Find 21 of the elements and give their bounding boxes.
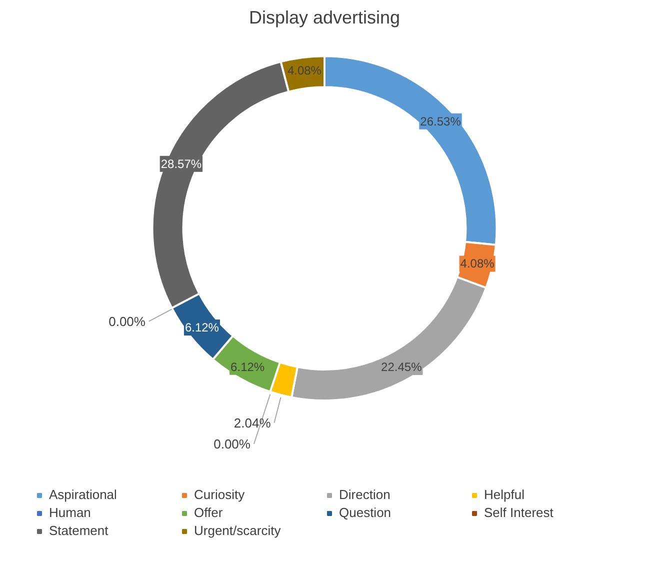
legend-label: Human (49, 505, 92, 520)
data-label: 4.08% (287, 64, 322, 78)
legend-label: Curiosity (194, 487, 246, 502)
data-label: 22.45% (381, 360, 422, 374)
data-label: 2.04% (234, 415, 272, 430)
legend-label: Offer (194, 505, 224, 520)
text: 0.00% (108, 314, 146, 329)
chart-title: Display advertising (248, 8, 400, 28)
legend-label: Helpful (484, 487, 526, 502)
data-label: 26.53% (420, 114, 462, 128)
legend-label: Direction (339, 487, 392, 502)
legend-label: Statement (49, 523, 110, 538)
legend-label: Question (339, 505, 392, 520)
text: 0.00% (214, 436, 250, 452)
data-label: 6.12% (184, 320, 220, 334)
data-label: 28.57% (160, 156, 202, 171)
legend-label: Self Interest (484, 505, 554, 520)
data-label: 6.12% (230, 360, 265, 374)
data-label: 4.08% (460, 256, 495, 271)
legend-label: Urgent/scarcity (194, 523, 282, 538)
legend-label: Aspirational (49, 487, 118, 502)
